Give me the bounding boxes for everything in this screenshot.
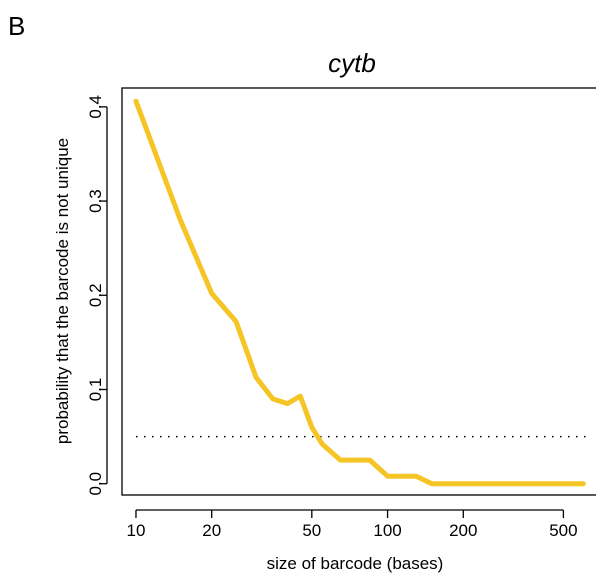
panel-letter: B xyxy=(8,11,25,41)
series-group xyxy=(133,98,586,487)
y-tick-label: 0.1 xyxy=(86,378,105,402)
x-tick-label: 20 xyxy=(202,521,221,540)
y-tick-label: 0.4 xyxy=(86,95,105,119)
x-tick-label: 50 xyxy=(302,521,321,540)
x-axis-label: size of barcode (bases) xyxy=(267,554,444,573)
y-tick-label: 0.3 xyxy=(86,189,105,213)
chart-title: cytb xyxy=(328,48,376,78)
x-tick-label: 100 xyxy=(373,521,401,540)
x-tick-label: 500 xyxy=(549,521,577,540)
x-tick-label: 200 xyxy=(449,521,477,540)
y-tick-label: 0.2 xyxy=(86,283,105,307)
y-axis: 0.0 0.1 0.2 0.3 0.4 xyxy=(86,95,108,496)
x-axis: 10 20 50 100 200 500 xyxy=(127,509,578,540)
x-tick-label: 10 xyxy=(127,521,146,540)
series-line xyxy=(133,98,586,487)
plot-frame xyxy=(121,87,596,496)
y-tick-label: 0.0 xyxy=(86,472,105,496)
y-axis-label: probability that the barcode is not uniq… xyxy=(53,138,72,444)
